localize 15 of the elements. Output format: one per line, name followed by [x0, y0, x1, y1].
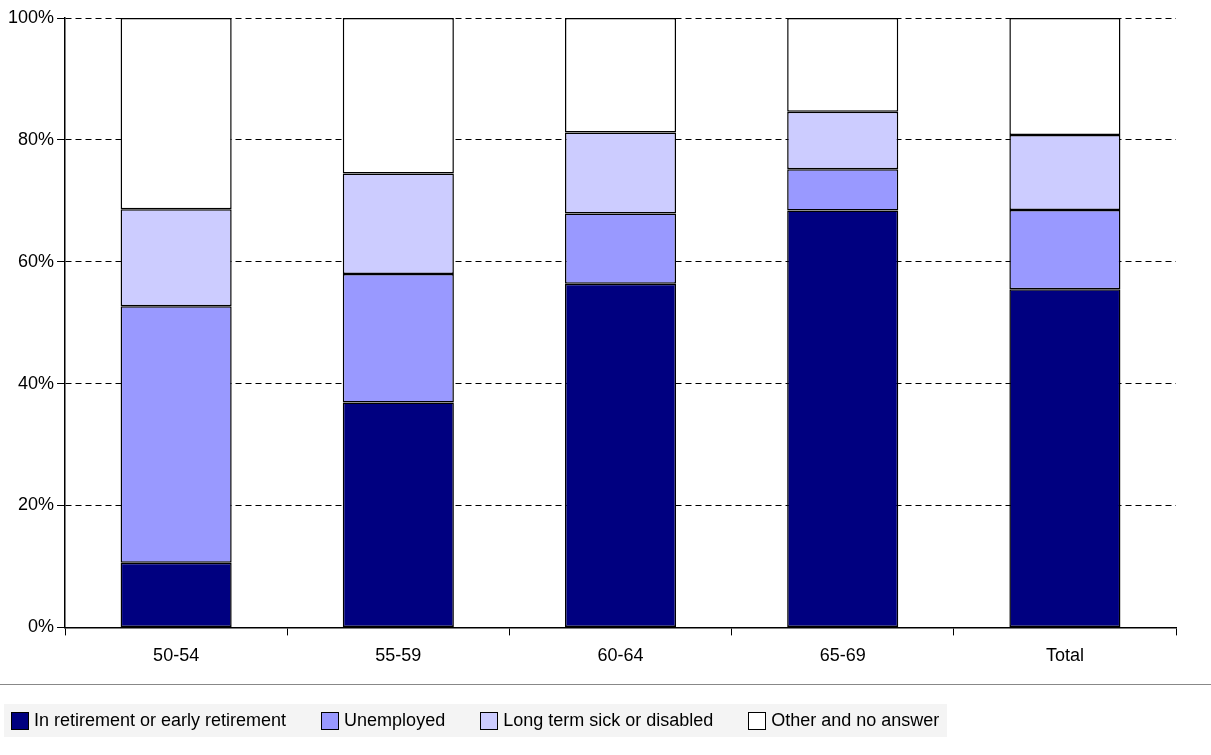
y-tick-label: 20%: [18, 494, 55, 515]
y-tick-label: 80%: [18, 128, 55, 149]
legend-label: Other and no answer: [771, 710, 940, 731]
y-tick-label: 0%: [28, 616, 55, 637]
y-tick-label: 100%: [7, 6, 55, 27]
x-tick-label: 60-64: [597, 645, 644, 666]
legend-label: Unemployed: [344, 710, 446, 731]
legend-label: In retirement or early retirement: [34, 710, 287, 731]
legend-label: Long term sick or disabled: [503, 710, 714, 731]
y-tick-label: 40%: [18, 372, 55, 393]
x-tick-label: 65-69: [819, 645, 866, 666]
x-tick-label: 55-59: [375, 645, 422, 666]
x-tick-label: 50-54: [153, 645, 200, 666]
y-tick-label: 60%: [18, 250, 55, 271]
x-tick-label: Total: [1045, 645, 1084, 666]
